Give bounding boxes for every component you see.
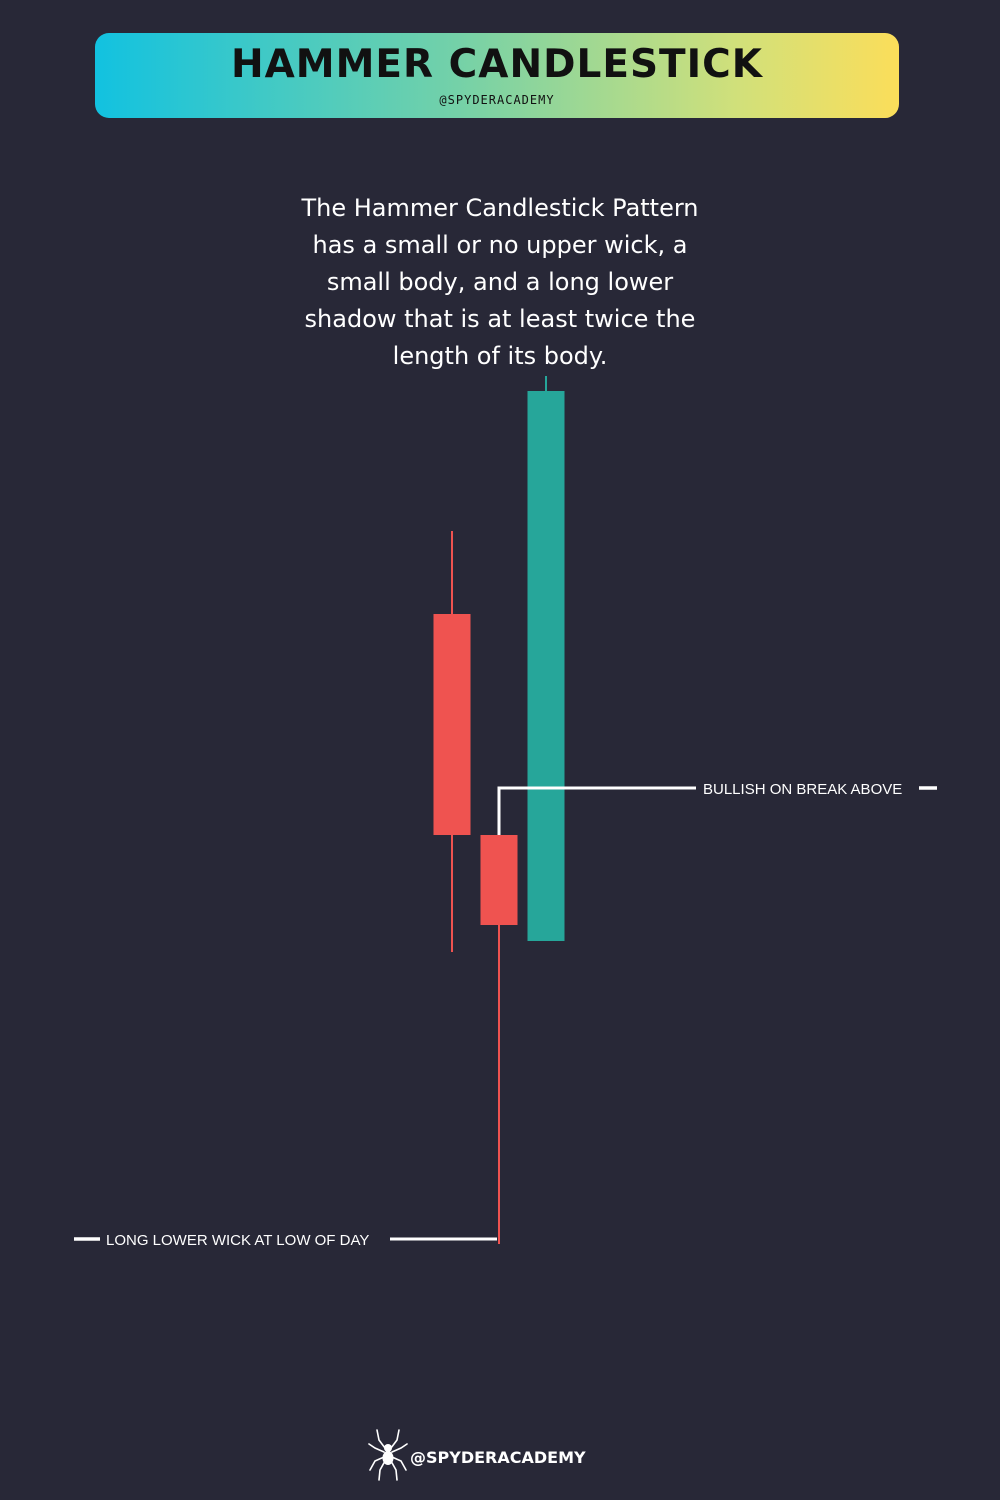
spider-icon [368, 1428, 408, 1486]
candle-body [527, 391, 565, 941]
header-handle: @SPYDERACADEMY [439, 93, 555, 107]
footer-handle: @SPYDERACADEMY [410, 1447, 586, 1467]
candle-2 [480, 835, 518, 1244]
footer: @SPYDERACADEMY [368, 1428, 586, 1486]
candle-1 [433, 531, 471, 952]
candle-body [480, 835, 518, 925]
annotations: BULLISH ON BREAK ABOVE LONG LOWER WICK A… [74, 781, 937, 1249]
low-level-label: LONG LOWER WICK AT LOW OF DAY [106, 1232, 369, 1249]
page-title: HAMMER CANDLESTICK [230, 42, 764, 87]
candles [433, 376, 565, 1244]
candle-3 [527, 376, 565, 941]
title-banner: HAMMER CANDLESTICK @SPYDERACADEMY [95, 33, 899, 118]
pattern-description: The Hammer Candlestick Pattern has a sma… [301, 194, 699, 370]
candle-body [433, 614, 471, 835]
break-level-label: BULLISH ON BREAK ABOVE [703, 781, 902, 798]
